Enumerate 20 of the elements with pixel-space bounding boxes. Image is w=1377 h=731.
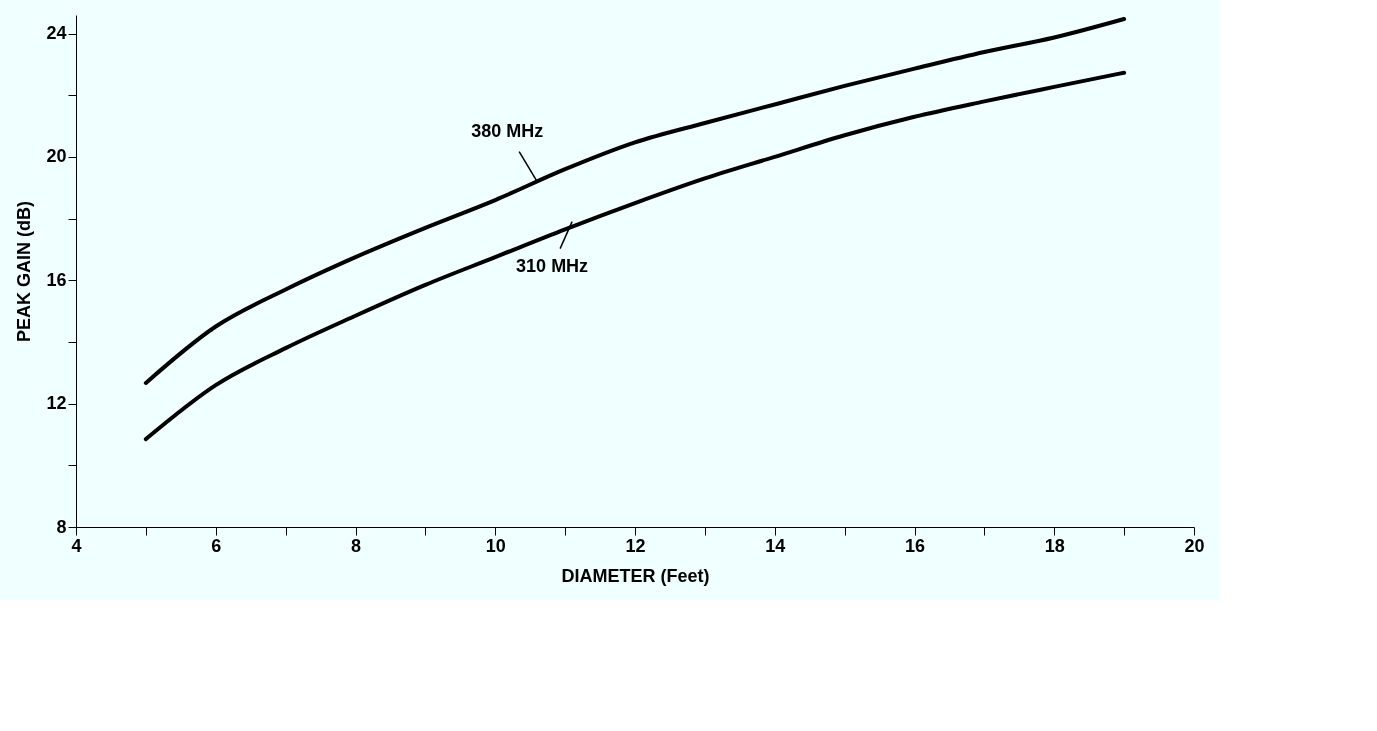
x-tick-label: 6 — [211, 535, 222, 556]
x-axis-title: DIAMETER (Feet) — [561, 565, 710, 586]
y-tick-label: 20 — [46, 146, 67, 167]
x-tick-label: 14 — [765, 535, 786, 556]
x-tick-label: 8 — [350, 535, 362, 556]
x-tick-label: 12 — [625, 535, 646, 556]
annotation: 310 MHz — [516, 255, 589, 276]
x-tick-label: 10 — [485, 535, 506, 556]
y-tick-label: 16 — [46, 269, 67, 290]
y-tick-label: 24 — [46, 23, 67, 44]
annotation: 380 MHz — [471, 120, 544, 141]
line-series — [143, 17, 1127, 385]
line-series — [143, 70, 1127, 442]
x-tick-label: 4 — [71, 535, 82, 556]
y-tick-label: 12 — [46, 393, 67, 414]
x-tick-label: 20 — [1184, 535, 1205, 556]
y-axis-title: PEAK GAIN (dB) — [14, 201, 35, 342]
x-tick-label: 18 — [1044, 535, 1065, 556]
x-tick-label: 16 — [904, 535, 926, 556]
y-tick-label: 8 — [56, 516, 67, 537]
